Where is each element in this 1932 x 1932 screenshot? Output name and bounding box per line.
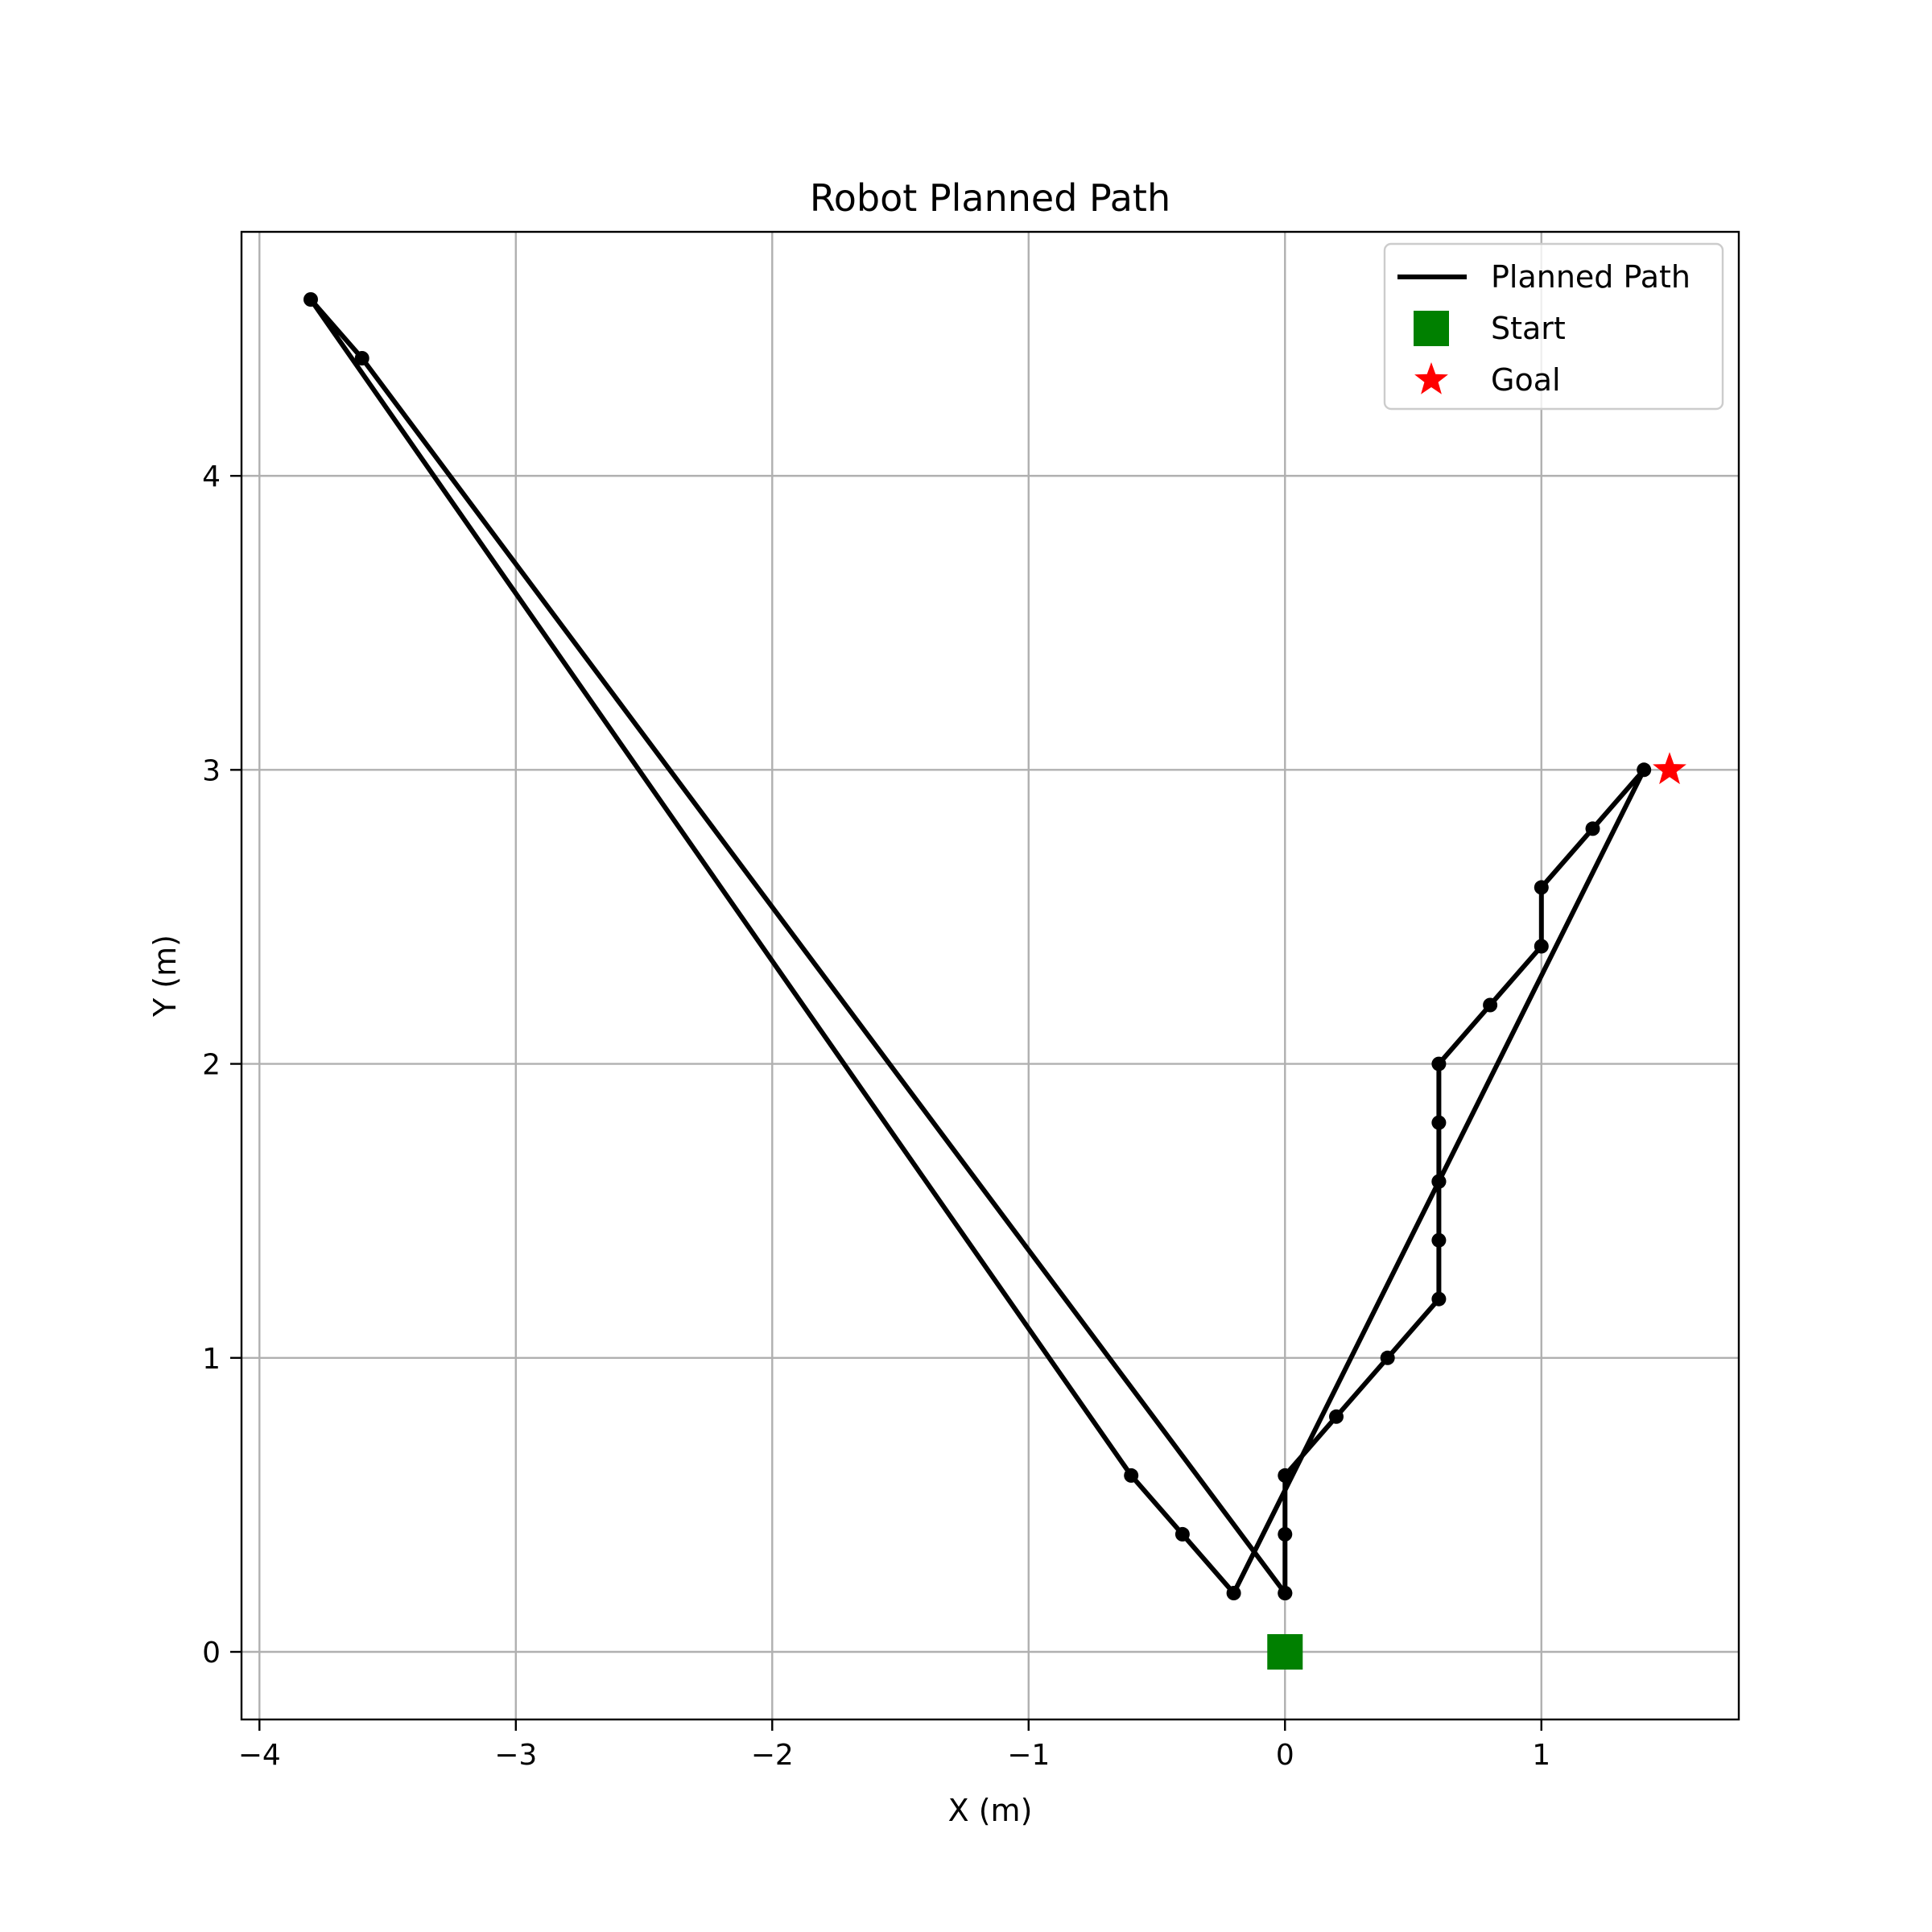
path-point xyxy=(303,292,318,307)
path-point xyxy=(1534,939,1549,954)
x-tick-label: 0 xyxy=(1276,1739,1294,1772)
x-tick-label: −2 xyxy=(751,1739,794,1772)
markers-layer xyxy=(1267,752,1686,1670)
path-point xyxy=(1431,1291,1447,1307)
path-point xyxy=(1585,821,1600,836)
path-point xyxy=(1329,1409,1344,1424)
y-tick-label: 4 xyxy=(202,460,221,493)
y-axis-label: Y (m) xyxy=(147,935,183,1018)
path-point xyxy=(1431,1056,1447,1071)
legend-label-planned-path: Planned Path xyxy=(1491,259,1690,295)
path-point xyxy=(1534,880,1549,895)
x-axis-label: X (m) xyxy=(948,1793,1033,1828)
legend: Planned Path Start Goal xyxy=(1383,242,1724,411)
path-point xyxy=(1431,1115,1447,1130)
path-point xyxy=(1637,762,1652,778)
goal-marker xyxy=(1653,752,1686,785)
path-point xyxy=(1278,1586,1293,1600)
path-point xyxy=(1278,1468,1293,1483)
planned-path-line xyxy=(308,297,1647,1596)
legend-marker-start xyxy=(1414,311,1449,346)
x-tick-label: −1 xyxy=(1007,1739,1050,1772)
x-tick-label: −4 xyxy=(238,1739,281,1772)
start-marker xyxy=(1267,1634,1303,1670)
y-tick-label: 0 xyxy=(202,1637,221,1670)
plot-frame xyxy=(240,230,1740,1721)
legend-label-goal: Goal xyxy=(1491,362,1561,398)
series-layer xyxy=(303,292,1652,1600)
path-point xyxy=(1174,1526,1190,1542)
path-point xyxy=(1278,1526,1293,1542)
x-tick-label: 1 xyxy=(1532,1739,1550,1772)
legend-box xyxy=(1383,242,1724,411)
path-point xyxy=(1380,1350,1395,1365)
path-point xyxy=(1431,1232,1447,1248)
y-tick-label: 3 xyxy=(202,754,221,787)
path-point xyxy=(1483,997,1498,1013)
path-point xyxy=(1226,1586,1241,1600)
path-point xyxy=(354,351,369,365)
ticks: −4 −3 −2 −1 0 1 0 1 2 3 4 xyxy=(202,460,1550,1772)
plot-area-background xyxy=(242,232,1739,1719)
x-tick-label: −3 xyxy=(494,1739,537,1772)
y-tick-label: 2 xyxy=(202,1049,221,1082)
legend-label-start: Start xyxy=(1491,311,1566,346)
path-point xyxy=(1124,1468,1139,1483)
path-point xyxy=(1431,1174,1447,1189)
y-tick-label: 1 xyxy=(202,1343,221,1376)
legend-marker-goal xyxy=(1414,362,1448,394)
chart-title: Robot Planned Path xyxy=(810,176,1170,220)
grid xyxy=(242,232,1739,1719)
